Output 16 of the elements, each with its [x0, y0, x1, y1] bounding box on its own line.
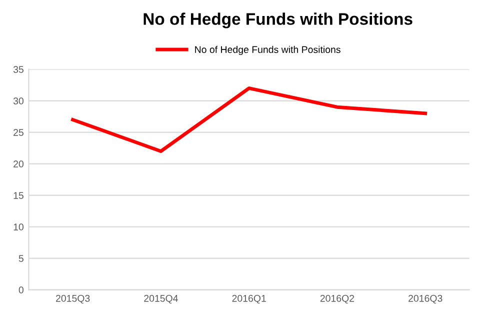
legend-label: No of Hedge Funds with Positions	[195, 46, 340, 55]
y-tick-label: 35	[13, 66, 24, 73]
y-tick-label: 10	[14, 224, 24, 230]
y-tick-label: 30	[13, 98, 24, 104]
y-tick-label: 15	[14, 192, 24, 199]
y-tick-label: 25	[14, 129, 24, 136]
line-series	[71, 86, 428, 153]
chart-title: No of Hedge Funds with Positions	[144, 12, 412, 28]
y-tick-label: 0	[18, 286, 24, 294]
x-tick-label: 2015Q3	[56, 294, 90, 304]
x-tick-label: 2016Q2	[320, 294, 354, 304]
y-tick-label: 5	[18, 255, 24, 262]
x-tick-label: 2015Q4	[144, 294, 178, 304]
y-tick-label: 20	[14, 160, 24, 168]
x-tick-label: 2016Q3	[408, 294, 442, 304]
x-tick-label: 2016Q1	[232, 294, 266, 304]
